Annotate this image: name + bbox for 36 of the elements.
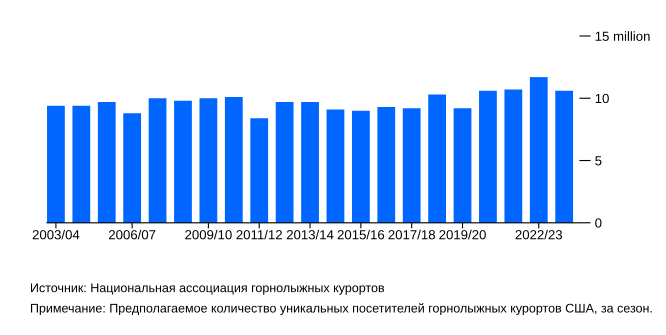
bar [326,109,344,223]
bar [174,100,192,223]
y-tick-label: 10 [596,94,609,104]
x-tick-label: 2006/07 [108,230,156,240]
bar [148,98,166,223]
bar [199,98,218,223]
bar [224,97,243,223]
bar [479,90,497,223]
bar [123,113,142,223]
bar [530,77,548,223]
bar [301,102,319,223]
bar [250,118,268,223]
x-tick-label: 2009/10 [185,230,232,240]
bar [352,110,370,223]
x-tick-label: 2017/18 [388,230,435,240]
bar [47,106,65,223]
x-tick-label: 2003/04 [32,230,80,240]
x-tick-label: 2015/16 [338,230,384,240]
y-tick-label: 5 [595,156,602,166]
bar [504,90,522,223]
bar [555,90,574,223]
y-tick-label: 15 million [596,31,650,41]
text: Примечание: Предполагаемое количество уникальных посетителей горнолыжных курортов США, за сезон. [30,303,652,316]
x-tick-label: 2022/23 [516,230,562,240]
bar [402,108,421,223]
bar [276,102,294,223]
x-tick-label: 2019/20 [439,230,486,240]
x-tick-label: 2011/12 [236,230,282,240]
bar [72,106,90,223]
bar [98,102,116,223]
bar [377,106,396,223]
bar [454,108,472,223]
x-tick-label: 2013/14 [286,230,334,240]
y-tick-label: 0 [595,218,602,228]
text: Источник: Национальная ассоциация горнолыжных курортов [30,284,384,295]
bar [428,94,446,223]
